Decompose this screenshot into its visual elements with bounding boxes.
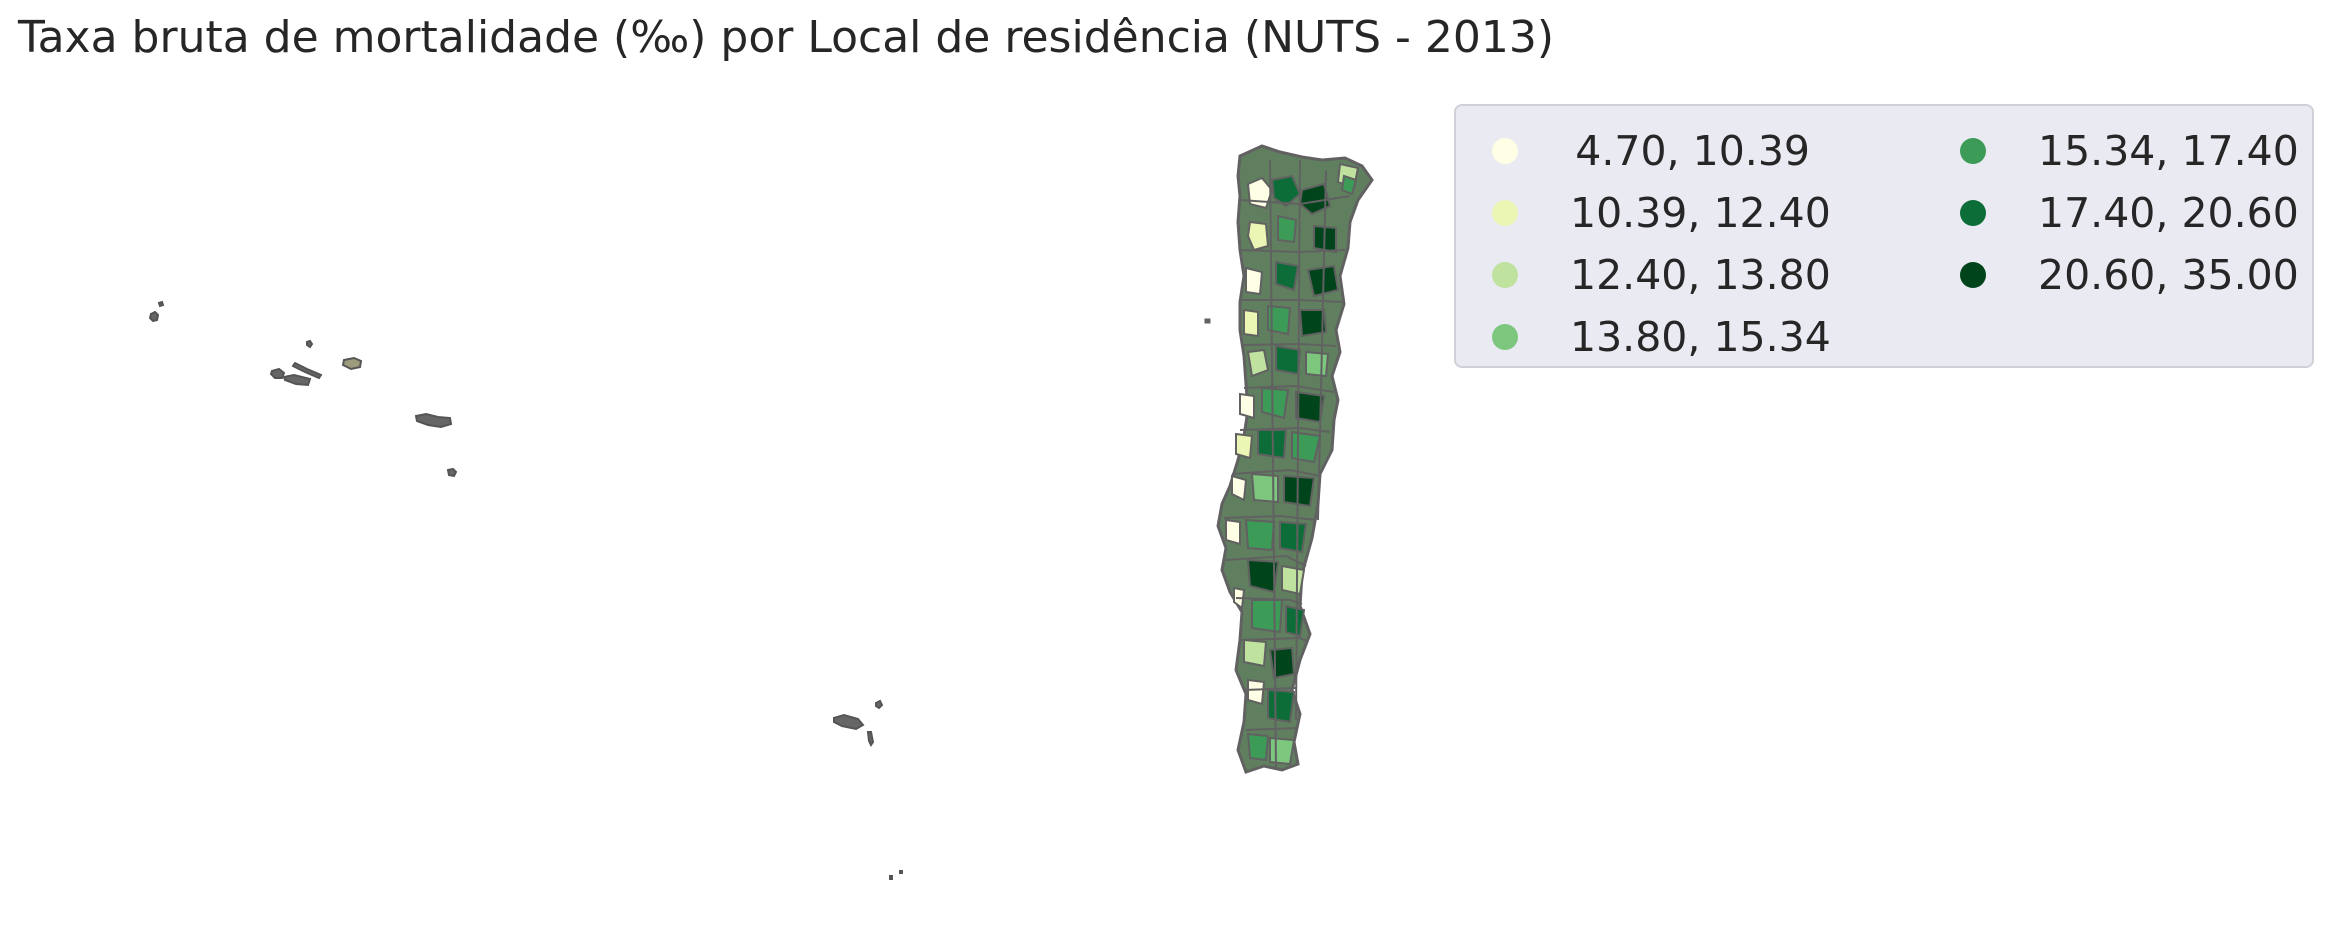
legend-swatch	[1960, 262, 1986, 288]
legend-swatch	[1960, 138, 1986, 164]
legend-item: 17.40, 20.60	[1960, 182, 2299, 244]
island-porto-santo	[875, 699, 884, 710]
legend: 4.70, 10.39 10.39, 12.40 12.40, 13.80 13…	[1454, 104, 2314, 368]
legend-label: 20.60, 35.00	[2038, 251, 2299, 299]
legend-column-2: 15.34, 17.40 17.40, 20.60 20.60, 35.00	[1960, 120, 2299, 306]
legend-label: 15.34, 17.40	[2038, 127, 2299, 175]
island-selvagens	[889, 875, 893, 880]
island-pico	[282, 373, 312, 387]
legend-label: 13.80, 15.34	[1570, 313, 1831, 361]
legend-column-1: 4.70, 10.39 10.39, 12.40 12.40, 13.80 13…	[1492, 120, 1831, 368]
legend-item: 20.60, 35.00	[1960, 244, 2299, 306]
island-faial	[269, 367, 286, 379]
legend-item: 10.39, 12.40	[1492, 182, 1831, 244]
legend-swatch	[1492, 324, 1518, 350]
island-selvagem-pequena	[899, 870, 903, 874]
map-title: Taxa bruta de mortalidade (‰) por Local …	[18, 12, 1555, 63]
legend-item: 13.80, 15.34	[1492, 306, 1831, 368]
legend-item: 15.34, 17.40	[1960, 120, 2299, 182]
island-desertas	[866, 731, 875, 747]
island-madeira	[833, 713, 865, 731]
legend-swatch	[1492, 262, 1518, 288]
legend-label: 10.39, 12.40	[1570, 189, 1831, 237]
legend-swatch	[1960, 200, 1986, 226]
legend-item: 12.40, 13.80	[1492, 244, 1831, 306]
legend-swatch	[1492, 200, 1518, 226]
island-santa-maria	[446, 467, 458, 478]
island-flores	[148, 310, 160, 323]
legend-item: 4.70, 10.39	[1492, 120, 1831, 182]
island-sao-miguel	[414, 412, 453, 429]
legend-label: 17.40, 20.60	[2038, 189, 2299, 237]
island-graciosa	[306, 339, 314, 349]
island-corvo	[157, 300, 165, 308]
berlengas-island	[1204, 318, 1211, 324]
madeira-islands	[833, 699, 903, 880]
legend-label: 12.40, 13.80	[1570, 251, 1831, 299]
mainland-portugal	[1204, 144, 1374, 774]
azores-islands	[148, 300, 458, 478]
legend-label: 4.70, 10.39	[1575, 127, 1810, 175]
island-terceira	[341, 356, 363, 371]
legend-swatch	[1492, 138, 1518, 164]
island-sao-jorge	[291, 361, 323, 380]
